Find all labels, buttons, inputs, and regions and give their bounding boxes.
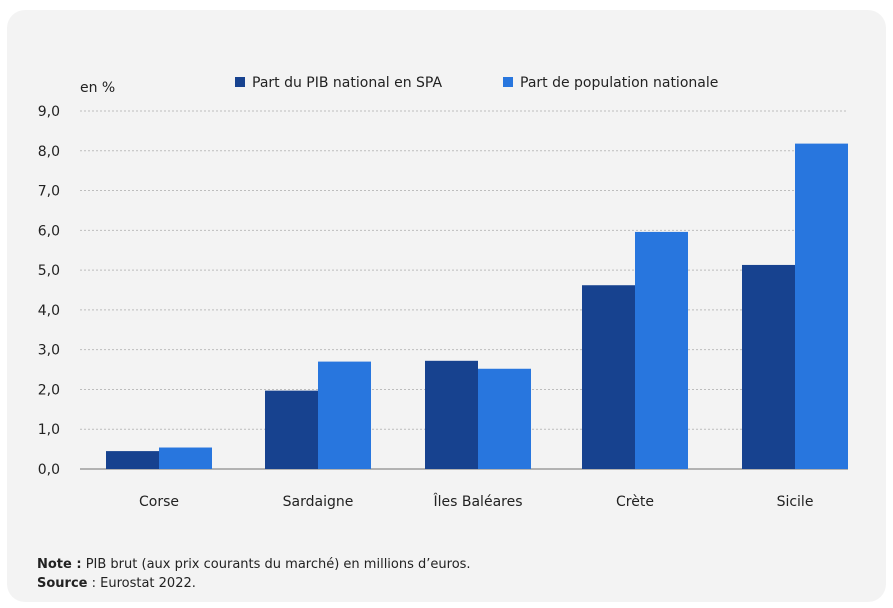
note-label: Note : (37, 557, 82, 572)
y-axis-label: en % (80, 80, 115, 96)
bar-pib (106, 451, 159, 469)
y-tick-label: 4,0 (38, 303, 60, 319)
y-tick-label: 9,0 (38, 104, 60, 120)
x-tick-label: Sardaigne (283, 494, 354, 510)
bar-population (318, 361, 371, 469)
bar-population (795, 143, 848, 469)
x-tick-label: Corse (139, 494, 179, 510)
y-tick-label: 8,0 (38, 144, 60, 160)
x-tick-label: Crète (616, 494, 654, 510)
legend-label: Part du PIB national en SPA (252, 75, 442, 91)
bar-population (478, 368, 531, 469)
bar-population (635, 231, 688, 469)
note-text: PIB brut (aux prix courants du marché) e… (81, 557, 471, 572)
bar-pib (742, 264, 795, 469)
y-tick-label: 5,0 (38, 263, 60, 279)
x-tick-label: Îles Baléares (433, 492, 523, 510)
note-line: Note : PIB brut (aux prix courants du ma… (37, 555, 837, 574)
bar-pib (265, 390, 318, 469)
chart-panel (7, 10, 886, 602)
legend-swatch (235, 77, 245, 87)
y-tick-label: 6,0 (38, 223, 60, 239)
y-tick-label: 2,0 (38, 382, 60, 398)
source-line: Source : Eurostat 2022. (37, 574, 837, 593)
y-tick-label: 0,0 (38, 462, 60, 478)
chart-notes: Note : PIB brut (aux prix courants du ma… (37, 555, 837, 593)
y-tick-label: 7,0 (38, 184, 60, 200)
x-tick-label: Sicile (777, 494, 814, 510)
source-label: Source (37, 576, 88, 591)
y-tick-label: 3,0 (38, 343, 60, 359)
legend-label: Part de population nationale (520, 75, 718, 91)
bar-population (159, 447, 212, 469)
bar-pib (425, 360, 478, 469)
source-text: : Eurostat 2022. (87, 576, 196, 591)
bar-pib (582, 285, 635, 469)
legend-swatch (503, 77, 513, 87)
y-tick-label: 1,0 (38, 422, 60, 438)
